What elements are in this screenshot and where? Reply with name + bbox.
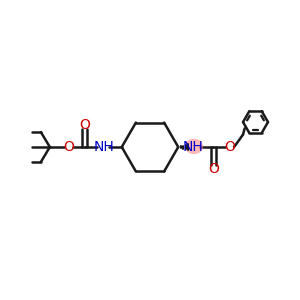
Text: NH: NH (94, 140, 114, 154)
Text: O: O (208, 162, 219, 176)
Text: O: O (224, 140, 235, 154)
Text: NH: NH (183, 140, 203, 154)
Ellipse shape (185, 139, 203, 154)
Text: O: O (63, 140, 74, 154)
Text: O: O (79, 118, 90, 132)
